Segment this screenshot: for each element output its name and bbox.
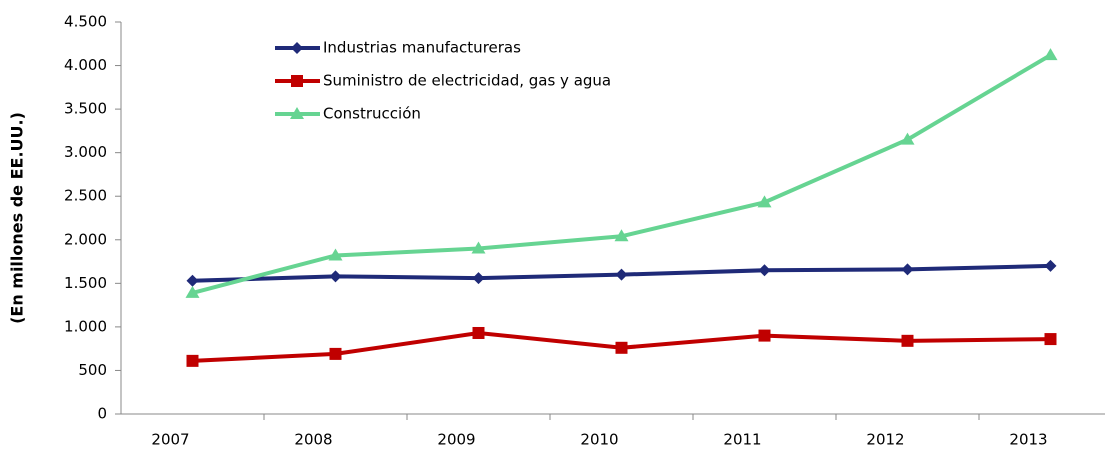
marker: [900, 132, 915, 145]
y-tick-label: 3.000: [64, 143, 107, 161]
legend-label: Suministro de electricidad, gas y agua: [323, 72, 611, 90]
y-tick-label: 3.500: [64, 100, 107, 118]
x-tick-label: 2008: [294, 431, 332, 449]
marker: [471, 241, 486, 254]
y-tick-label: 500: [78, 361, 107, 379]
x-tick-label: 2013: [1009, 431, 1047, 449]
marker: [291, 42, 303, 54]
legend-label: Construcción: [323, 105, 421, 123]
marker: [758, 264, 771, 277]
marker: [472, 326, 485, 339]
marker: [329, 347, 342, 360]
marker: [1043, 48, 1058, 61]
x-tick-label: 2007: [151, 431, 189, 449]
marker: [901, 263, 914, 276]
x-tick-label: 2011: [723, 431, 761, 449]
line: [191, 53, 1052, 295]
y-tick-label: 2.500: [64, 187, 107, 205]
marker: [901, 334, 914, 347]
x-tick-label: 2012: [866, 431, 904, 449]
y-tick-label: 2.000: [64, 230, 107, 248]
marker: [291, 75, 303, 87]
marker: [758, 329, 771, 342]
y-tick-label: 1.000: [64, 317, 107, 335]
y-tick-label: 4.500: [64, 13, 107, 31]
marker: [185, 285, 200, 298]
marker: [472, 272, 485, 285]
marker: [615, 341, 628, 354]
marker: [1044, 333, 1057, 346]
x-tick-label: 2009: [437, 431, 475, 449]
marker: [1044, 259, 1057, 272]
marker: [328, 248, 343, 261]
legend-label: Industrias manufactureras: [323, 39, 521, 57]
y-axis-label: (En millones de EE.UU.): [8, 112, 27, 324]
marker: [614, 229, 629, 242]
y-tick-label: 1.500: [64, 274, 107, 292]
y-tick-label: 0: [97, 405, 107, 423]
marker: [757, 195, 772, 208]
marker: [186, 274, 199, 287]
x-tick-label: 2010: [580, 431, 618, 449]
marker: [186, 354, 199, 367]
marker: [615, 268, 628, 281]
marker: [290, 107, 304, 119]
y-tick-label: 4.000: [64, 56, 107, 74]
marker: [329, 270, 342, 283]
